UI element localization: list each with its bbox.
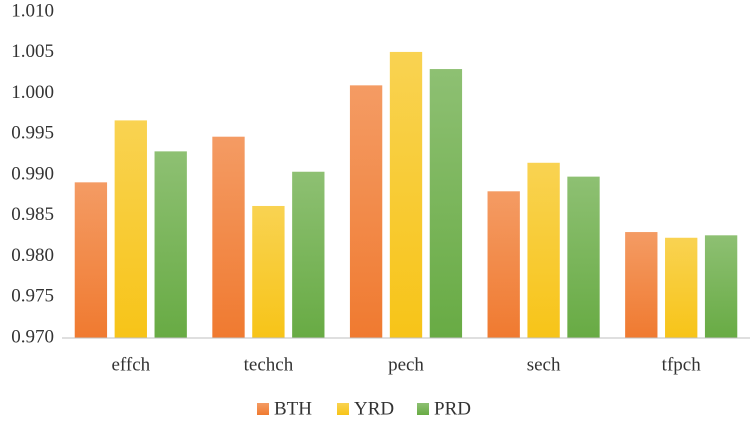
y-tick-label: 1.005 <box>11 41 54 62</box>
bar <box>252 205 285 338</box>
bar <box>567 176 600 338</box>
legend-swatch <box>337 403 349 415</box>
legend-swatch <box>417 403 429 415</box>
y-tick-label: 1.000 <box>11 82 54 103</box>
bar <box>212 136 245 338</box>
bar <box>292 171 325 338</box>
x-tick-label: techch <box>244 354 294 375</box>
x-tick-label: sech <box>527 354 561 375</box>
bar <box>429 69 463 339</box>
bar <box>487 191 520 338</box>
legend-swatch <box>257 403 269 415</box>
legend-label: BTH <box>274 398 312 419</box>
y-tick-label: 0.975 <box>11 286 54 307</box>
bar <box>704 235 738 338</box>
bar <box>625 232 658 338</box>
bar <box>665 237 698 338</box>
bar <box>349 85 383 338</box>
bar <box>527 162 560 338</box>
bar <box>389 51 423 339</box>
legend-label: YRD <box>354 398 394 419</box>
y-tick-label: 0.990 <box>11 163 54 184</box>
bar <box>154 151 187 338</box>
bar <box>114 120 147 339</box>
y-tick-label: 0.995 <box>11 123 54 144</box>
x-tick-label: effch <box>111 354 150 375</box>
y-tick-label: 1.010 <box>11 0 54 21</box>
y-tick-label: 0.980 <box>11 245 54 266</box>
y-tick-label: 0.970 <box>11 326 54 347</box>
x-tick-label: pech <box>388 354 424 375</box>
y-tick-label: 0.985 <box>11 204 54 225</box>
x-tick-label: tfpch <box>662 354 702 375</box>
bar <box>74 182 108 338</box>
legend-label: PRD <box>434 398 471 419</box>
